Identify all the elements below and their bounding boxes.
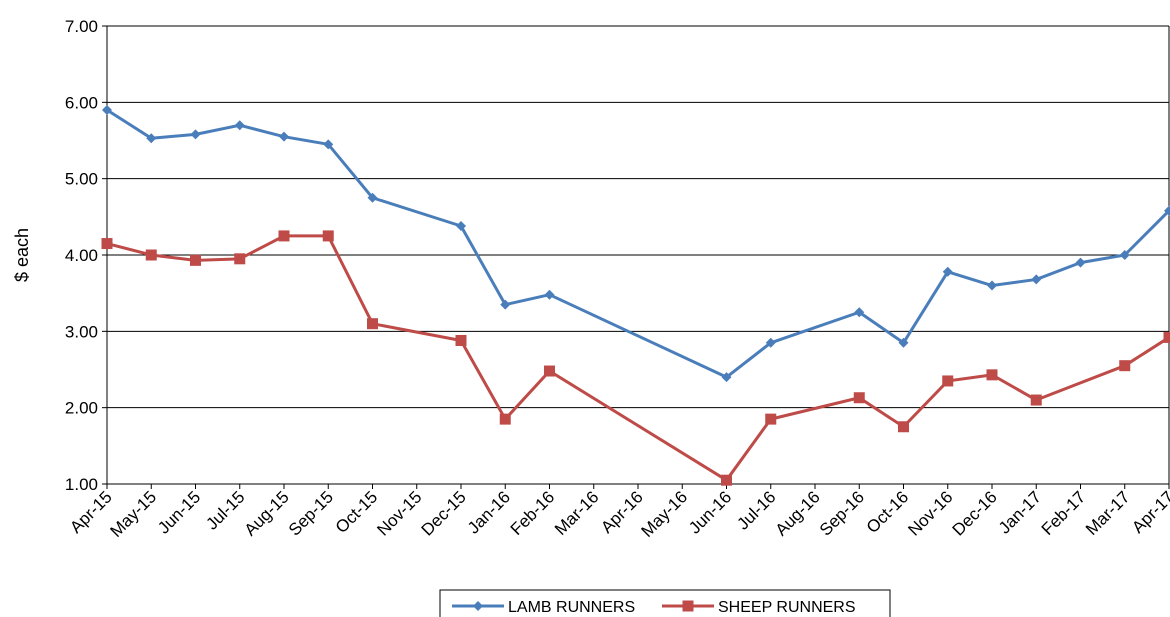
legend-label: SHEEP RUNNERS <box>718 599 856 616</box>
x-tick-label: Mar-16 <box>551 487 603 539</box>
data-point <box>500 299 511 310</box>
x-tick-label: Jun-16 <box>685 487 735 537</box>
data-point <box>942 375 954 387</box>
x-tick-label: Mar-17 <box>1082 487 1134 539</box>
x-tick-label: Jun-15 <box>154 487 204 537</box>
series-layer <box>101 104 1170 486</box>
data-point <box>455 334 467 346</box>
data-point <box>278 230 290 242</box>
x-tick-label: Feb-16 <box>507 487 559 539</box>
data-point <box>367 192 378 203</box>
y-tick-label: 6.00 <box>65 93 98 112</box>
data-point <box>765 413 777 425</box>
y-tick-labels: 1.00 2.00 3.00 4.00 5.00 6.00 7.00 <box>65 17 98 494</box>
data-point <box>367 318 378 330</box>
data-point <box>987 280 997 291</box>
data-point <box>234 253 246 265</box>
x-tick-label: Jan-17 <box>995 487 1045 537</box>
data-point <box>986 369 998 381</box>
data-point <box>323 139 334 150</box>
legend: LAMB RUNNERS SHEEP RUNNERS <box>439 589 891 617</box>
y-tick-label: 5.00 <box>65 170 98 189</box>
data-point <box>898 421 909 433</box>
data-point <box>190 129 201 140</box>
data-point <box>279 131 289 142</box>
data-point <box>765 337 776 348</box>
data-point <box>101 238 113 250</box>
y-tick-label: 7.00 <box>65 17 98 36</box>
data-point <box>190 254 201 266</box>
data-point <box>456 220 466 231</box>
series-lamb-runners <box>102 104 1170 383</box>
data-point <box>721 474 732 486</box>
x-tick-label: Aug-15 <box>241 487 293 539</box>
series-line <box>106 108 1170 379</box>
data-point <box>1031 274 1042 285</box>
data-point <box>1075 257 1086 268</box>
x-tick-label: Nov-16 <box>904 487 956 539</box>
legend-marker <box>473 601 483 611</box>
data-point <box>499 413 511 425</box>
x-tick-label: Oct-16 <box>863 487 913 537</box>
data-point <box>898 337 909 348</box>
data-point <box>102 104 112 115</box>
data-point <box>544 365 555 377</box>
x-tick-label: Dec-16 <box>949 487 1001 539</box>
x-tick-label: May-15 <box>107 487 161 541</box>
series-line <box>106 234 1170 482</box>
data-point <box>322 230 334 242</box>
data-point <box>1163 331 1170 343</box>
x-tick-label: Feb-17 <box>1038 487 1090 539</box>
legend-label: LAMB RUNNERS <box>508 599 635 616</box>
y-tick-label: 1.00 <box>65 475 98 494</box>
data-point <box>1164 205 1170 216</box>
y-tick-label: 2.00 <box>65 399 98 418</box>
legend-entry: LAMB RUNNERS <box>452 599 635 616</box>
legend-marker <box>682 600 694 612</box>
data-point <box>1119 360 1131 372</box>
data-point <box>234 120 245 131</box>
y-axis-label: $ each <box>12 228 32 282</box>
legend-box <box>439 589 891 617</box>
gridlines <box>102 25 1170 489</box>
x-tick-label: May-16 <box>638 487 692 541</box>
data-point <box>146 133 157 144</box>
x-tick-label: Nov-15 <box>373 487 425 539</box>
x-tick-label: Sep-16 <box>816 487 868 539</box>
data-point <box>145 249 157 261</box>
series-sheep-runners <box>101 230 1170 486</box>
x-tick-label: Aug-16 <box>772 487 824 539</box>
x-tick-label: Dec-15 <box>418 487 470 539</box>
data-point <box>942 266 953 277</box>
data-point <box>1119 250 1130 260</box>
legend-entry: SHEEP RUNNERS <box>662 599 856 616</box>
x-tick-labels: Apr-15May-15Jun-15Jul-15Aug-15Sep-15Oct-… <box>66 487 1170 541</box>
x-tick-label: Oct-15 <box>332 487 382 537</box>
x-tick-label: Jan-16 <box>464 487 514 537</box>
data-point <box>853 392 865 404</box>
y-tick-label: 4.00 <box>65 246 98 265</box>
data-point <box>721 372 732 383</box>
data-point <box>854 307 865 318</box>
x-tick-label: Sep-15 <box>285 487 337 539</box>
data-point <box>544 289 555 300</box>
y-tick-label: 3.00 <box>65 322 98 341</box>
x-tick-label: Apr-17 <box>1128 487 1170 537</box>
data-point <box>1030 394 1042 406</box>
